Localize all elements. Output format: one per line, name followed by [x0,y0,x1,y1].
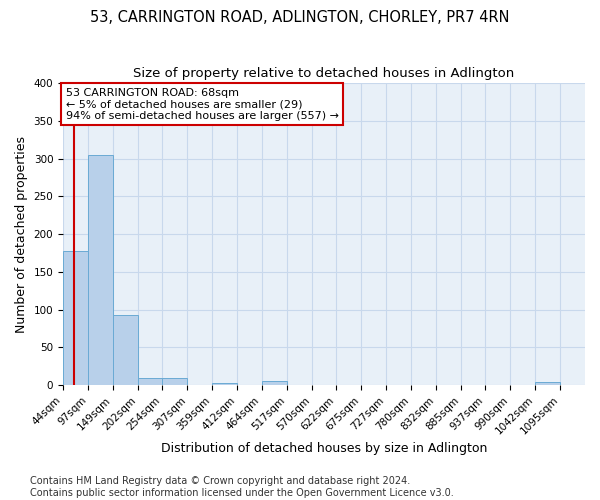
Bar [535,382,560,386]
X-axis label: Distribution of detached houses by size in Adlington: Distribution of detached houses by size … [161,442,487,455]
Text: 53, CARRINGTON ROAD, ADLINGTON, CHORLEY, PR7 4RN: 53, CARRINGTON ROAD, ADLINGTON, CHORLEY,… [90,10,510,25]
Text: Contains HM Land Registry data © Crown copyright and database right 2024.
Contai: Contains HM Land Registry data © Crown c… [30,476,454,498]
Text: 53 CARRINGTON ROAD: 68sqm
← 5% of detached houses are smaller (29)
94% of semi-d: 53 CARRINGTON ROAD: 68sqm ← 5% of detach… [65,88,338,121]
Bar [262,382,287,386]
Bar [138,378,163,386]
Bar [212,383,237,386]
Y-axis label: Number of detached properties: Number of detached properties [15,136,28,332]
Bar [163,378,187,386]
Bar [113,315,138,386]
Bar [88,155,113,386]
Title: Size of property relative to detached houses in Adlington: Size of property relative to detached ho… [133,68,515,80]
Bar [63,251,88,386]
